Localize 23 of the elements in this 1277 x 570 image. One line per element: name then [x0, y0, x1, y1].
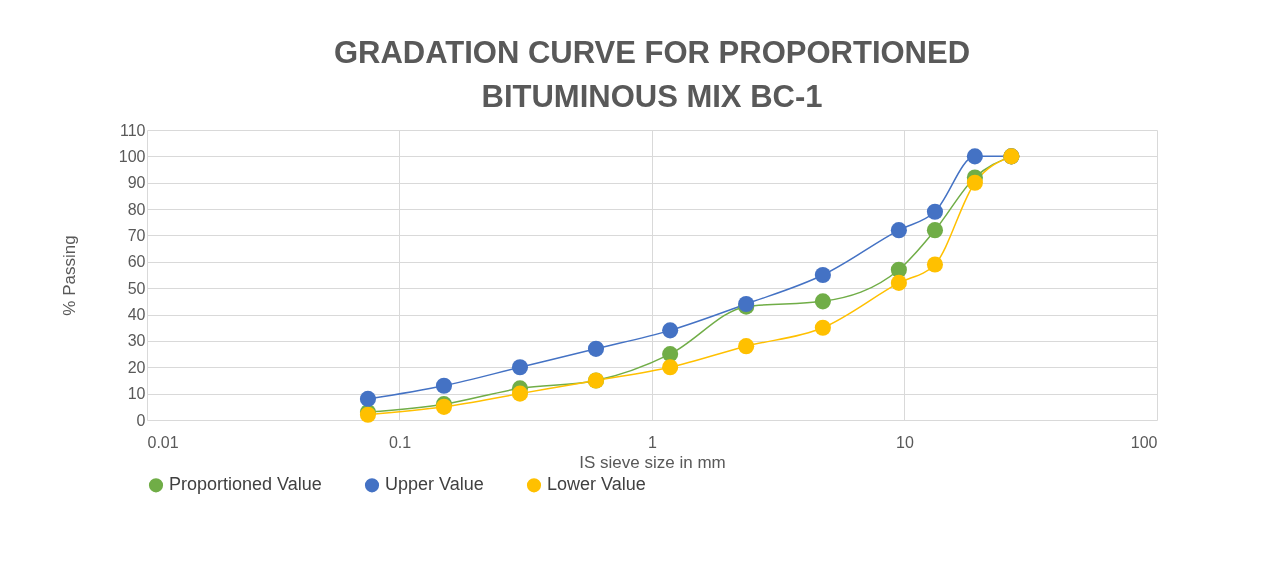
- y-tick-label: 20: [127, 358, 146, 376]
- x-tick-label: 100: [1130, 433, 1158, 451]
- x-tick-label: 0.1: [388, 433, 412, 451]
- x-tick-label: 1: [648, 433, 658, 451]
- legend-label: Lower Value: [547, 474, 646, 495]
- y-tick-label: 60: [127, 253, 146, 271]
- y-tick-label: 10: [127, 385, 146, 403]
- x-axis-title: IS sieve size in mm: [579, 452, 726, 472]
- y-tick-label: 30: [127, 332, 146, 350]
- legend-label: Proportioned Value: [169, 474, 322, 495]
- chart-title: GRADATION CURVE FOR PROPORTIONED BITUMINOUS MIX BC-1: [333, 35, 971, 114]
- y-tick-label: 40: [127, 306, 146, 324]
- y-tick-label: 50: [127, 279, 146, 297]
- legend-label: Upper Value: [385, 474, 484, 495]
- y-tick-label: 70: [127, 226, 146, 244]
- x-tick-label: 10: [896, 433, 914, 451]
- y-tick-label: 100: [118, 147, 146, 165]
- y-tick-label: 80: [127, 200, 146, 218]
- y-tick-label: 90: [127, 174, 146, 192]
- y-tick-label: 110: [119, 121, 146, 139]
- y-axis-title: % Passing: [59, 235, 79, 316]
- y-tick-label: 0: [136, 411, 146, 429]
- x-tick-label: 0.01: [147, 433, 179, 451]
